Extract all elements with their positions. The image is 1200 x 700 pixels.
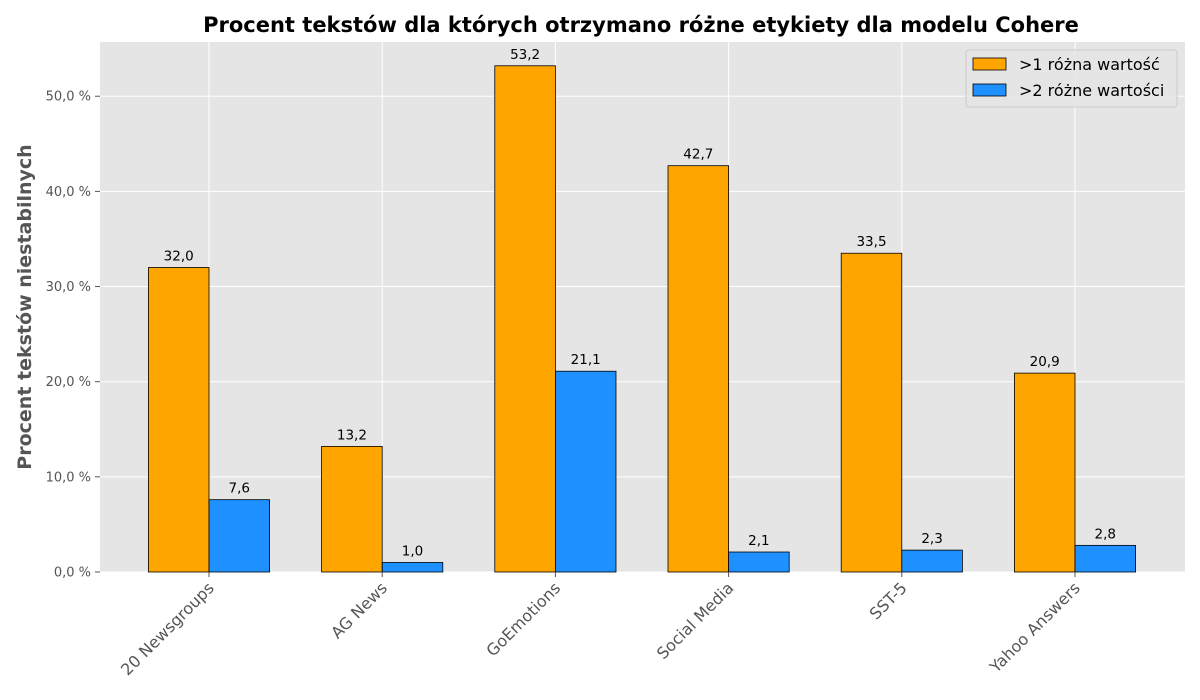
bar-series2-4 xyxy=(901,549,963,573)
x-tick-label-2: GoEmotions xyxy=(482,578,564,660)
x-axis-ticks: 20 Newsgroups AG News GoEmotions Social Med… xyxy=(117,572,1084,679)
data-label-series1-2: 53,2 xyxy=(510,47,540,63)
data-label-series2-0: 7,6 xyxy=(229,481,250,497)
x-tick-label-5: Yahoo Answers xyxy=(985,578,1084,677)
bar-series2-0 xyxy=(208,499,270,573)
bar-series1-1 xyxy=(321,445,383,573)
data-label-series1-4: 33,5 xyxy=(856,234,886,250)
legend-label-2: >2 różne wartości xyxy=(1019,81,1164,100)
bar-series1-4 xyxy=(840,252,903,573)
data-label-series2-5: 2,8 xyxy=(1095,526,1116,542)
bar-series1-3 xyxy=(667,165,729,573)
data-label-series1-3: 42,7 xyxy=(683,147,713,163)
data-label-series2-4: 2,3 xyxy=(921,531,942,547)
y-axis-ticks: 0,0 % 10,0 % 20,0 % 30,0 % 40,0 % 50,0 % xyxy=(46,90,100,581)
bar-series2-2 xyxy=(555,370,617,573)
x-tick-label-1: AG News xyxy=(327,578,391,642)
y-tick-label-5: 50,0 % xyxy=(46,90,91,105)
y-axis-label: Procent tekstów niestabilnych xyxy=(14,144,36,469)
x-tick-label-0: 20 Newsgroups xyxy=(117,578,218,679)
bar-series1-0 xyxy=(147,267,210,573)
x-tick-label-4: SST-5 xyxy=(866,578,911,623)
bar-series1-5 xyxy=(1014,372,1076,573)
bar-series1-2 xyxy=(494,65,556,573)
y-tick-label-2: 20,0 % xyxy=(46,375,91,390)
data-label-series2-1: 1,0 xyxy=(402,543,423,559)
data-label-series1-5: 20,9 xyxy=(1030,354,1060,370)
x-tick-label-3: Social Media xyxy=(653,578,738,663)
data-label-series1-1: 13,2 xyxy=(337,427,367,443)
bars xyxy=(147,65,1136,573)
data-labels: 32,0 13,2 53,2 42,7 33,5 20,9 7,6 1,0 21,1 2,1 2,3… xyxy=(164,47,1116,560)
plot-area xyxy=(100,42,1185,572)
legend-label-1: >1 różna wartość xyxy=(1019,55,1160,74)
y-tick-label-4: 40,0 % xyxy=(46,185,91,200)
y-tick-label-0: 0,0 % xyxy=(54,566,91,581)
data-label-series2-2: 21,1 xyxy=(571,352,601,368)
chart-title: Procent tekstów dla których otrzymano ró… xyxy=(203,13,1079,37)
legend-swatch-1 xyxy=(972,57,1007,71)
data-label-series2-3: 2,1 xyxy=(748,533,769,549)
bar-series2-3 xyxy=(728,551,790,573)
y-tick-label-3: 30,0 % xyxy=(46,280,91,295)
bar-series2-5 xyxy=(1074,544,1136,573)
y-tick-label-1: 10,0 % xyxy=(46,470,91,485)
data-label-series1-0: 32,0 xyxy=(164,249,194,265)
legend-box xyxy=(965,49,1178,108)
legend-swatch-2 xyxy=(972,83,1007,97)
legend: >1 różna wartość >2 różne wartości xyxy=(965,49,1178,108)
bar-series2-1 xyxy=(381,562,444,573)
